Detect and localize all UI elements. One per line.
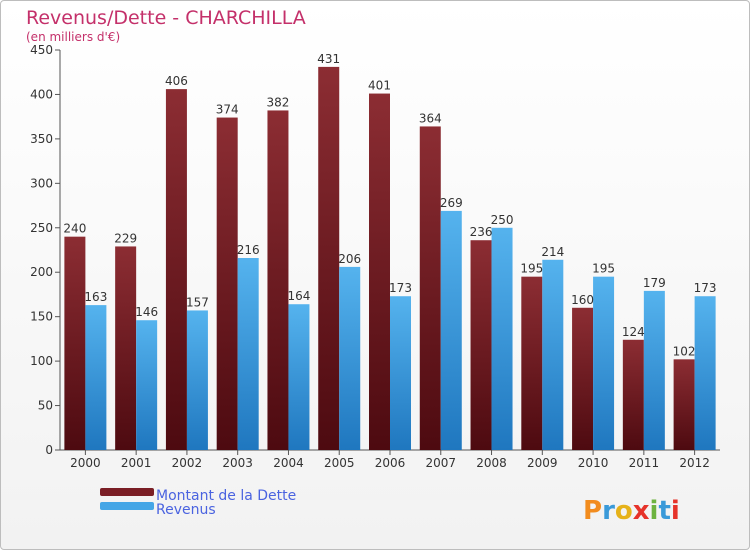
data-label: 216 [237, 243, 260, 257]
y-tick-label: 400 [30, 87, 53, 101]
data-label: 214 [541, 245, 564, 259]
data-label: 240 [63, 222, 86, 236]
x-tick-label: 2008 [476, 456, 507, 470]
data-label: 195 [520, 262, 543, 276]
data-label: 102 [673, 344, 696, 358]
data-label: 164 [288, 289, 311, 303]
legend-label-revenus: Revenus [156, 502, 216, 518]
legend-swatch-revenus [100, 502, 154, 510]
y-tick-label: 0 [45, 443, 53, 457]
x-tick-label: 2007 [425, 456, 456, 470]
bar-debt [115, 246, 137, 450]
data-label: 236 [470, 225, 493, 239]
bar-debt [521, 276, 543, 450]
data-label: 364 [419, 111, 442, 125]
x-tick-label: 2003 [222, 456, 253, 470]
x-tick-labels: 2000 2001 2002 2003 2004 2005 2006 2007 2008 2009… [70, 456, 710, 470]
x-tick-label: 2010 [578, 456, 609, 470]
x-tick-label: 2004 [273, 456, 304, 470]
x-tick-label: 2000 [70, 456, 101, 470]
data-label: 406 [165, 74, 188, 88]
bar-debt [622, 339, 644, 450]
data-label: 269 [440, 196, 463, 210]
y-tick-label: 350 [30, 132, 53, 146]
data-label: 173 [694, 281, 717, 295]
bar-debt [369, 93, 390, 451]
y-tick-label: 150 [30, 310, 53, 324]
y-tick-label: 50 [38, 399, 53, 413]
bars [64, 66, 716, 451]
x-tick-label: 2006 [375, 456, 406, 470]
bar-revenus [237, 258, 259, 450]
legend-label-debt: Montant de la Dette [156, 488, 296, 504]
data-label: 157 [186, 295, 209, 309]
data-label: 382 [267, 95, 290, 109]
proxiti-logo: Proxiti [583, 496, 680, 526]
y-tick-label: 100 [30, 354, 53, 368]
y-tick-label: 250 [30, 221, 53, 235]
bar-revenus [186, 310, 208, 450]
bar-revenus [390, 296, 411, 450]
bar-debt [673, 359, 695, 450]
data-label: 229 [114, 231, 137, 245]
data-label: 195 [592, 262, 615, 276]
bar-revenus [593, 276, 615, 450]
bar-debt [165, 89, 187, 450]
bar-revenus [288, 304, 310, 450]
data-label: 146 [135, 305, 158, 319]
bar-debt [419, 126, 441, 450]
data-label: 173 [389, 281, 412, 295]
x-tick-label: 2005 [324, 456, 355, 470]
bar-revenus [136, 320, 158, 450]
legend: Montant de la Dette Revenus [100, 488, 296, 518]
data-label: 179 [643, 276, 666, 290]
y-tick-labels: 0 50 100 150 200 250 300 350 400 450 [30, 43, 53, 457]
bar-debt [216, 117, 238, 451]
x-tick-label: 2002 [172, 456, 203, 470]
y-tick-label: 200 [30, 265, 53, 279]
bar-revenus [694, 296, 716, 450]
x-tick-label: 2012 [679, 456, 710, 470]
bar-revenus [339, 266, 361, 450]
bar-debt [267, 110, 289, 450]
data-label: 163 [84, 290, 107, 304]
chart-title: Revenus/Dette - CHARCHILLA [26, 7, 306, 29]
data-label: 401 [368, 79, 391, 93]
bar-debt [470, 240, 492, 450]
bar-revenus [643, 290, 665, 450]
bar-revenus [440, 210, 462, 450]
bar-revenus [85, 305, 107, 450]
logo-text: Proxiti [583, 496, 680, 526]
legend-swatch-debt [100, 488, 154, 496]
data-label: 250 [491, 213, 514, 227]
bar-debt [318, 66, 340, 450]
y-tick-label: 300 [30, 176, 53, 190]
x-tick-label: 2001 [121, 456, 152, 470]
chart-subtitle: (en milliers d'€) [26, 30, 120, 44]
bar-debt [64, 236, 86, 450]
bar-debt [572, 307, 594, 450]
bar-revenus [491, 227, 513, 450]
data-label: 124 [622, 325, 645, 339]
bar-revenus [542, 259, 564, 450]
data-label: 374 [216, 103, 239, 117]
y-tick-label: 450 [30, 43, 53, 57]
x-tick-label: 2009 [527, 456, 558, 470]
data-label: 431 [317, 52, 340, 66]
data-label: 206 [338, 252, 361, 266]
x-tick-label: 2011 [629, 456, 660, 470]
data-label: 160 [571, 293, 594, 307]
value-labels: 240 163 229 146 406 157 374 216 382 164 431 206 401 1… [63, 52, 716, 358]
